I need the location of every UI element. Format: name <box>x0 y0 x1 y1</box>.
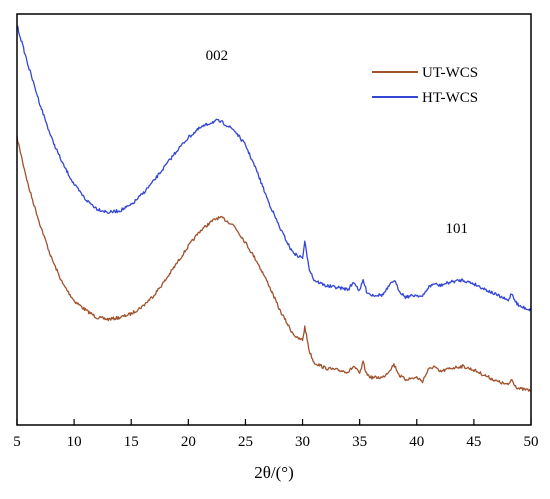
peak-annotations: 002 101 <box>206 48 468 237</box>
x-tick-label: 30 <box>295 434 310 450</box>
x-tick-label: 15 <box>124 434 139 450</box>
x-tick-label: 25 <box>238 434 253 450</box>
legend: UT-WCS HT-WCS <box>372 65 478 106</box>
peak-label-101: 101 <box>446 221 469 237</box>
x-tick-label: 35 <box>352 434 367 450</box>
plot-frame <box>16 13 532 426</box>
legend-label-ht-wcs: HT-WCS <box>422 90 478 106</box>
x-tick-label: 50 <box>524 434 539 450</box>
series-line-ht-wcs <box>16 25 532 312</box>
x-tick-label: 20 <box>181 434 196 450</box>
x-axis-title: 2θ/(°) <box>254 463 294 482</box>
x-tick-label: 10 <box>67 434 82 450</box>
legend-label-ut-wcs: UT-WCS <box>422 65 478 81</box>
x-tick-label: 5 <box>13 434 21 450</box>
series-line-ut-wcs <box>16 135 532 392</box>
x-tick-label: 45 <box>466 434 481 450</box>
peak-label-002: 002 <box>206 48 229 64</box>
plot-area <box>16 25 532 392</box>
x-tick-label: 40 <box>409 434 424 450</box>
x-axis: 5 10 15 20 25 30 35 40 45 50 <box>13 419 539 450</box>
